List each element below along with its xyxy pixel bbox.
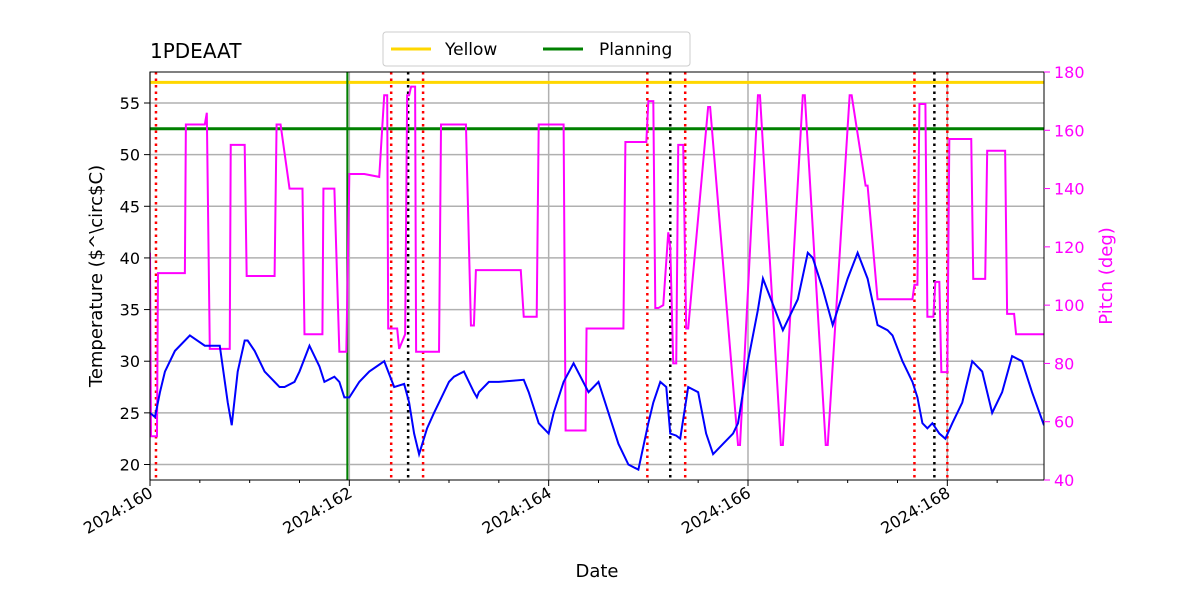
y-tick-label: 50	[120, 146, 140, 165]
y-tick-label: 35	[120, 301, 140, 320]
y2-tick-label: 180	[1054, 63, 1085, 82]
right-axis-label: Pitch (deg)	[1096, 227, 1117, 325]
y2-tick-label: 160	[1054, 121, 1085, 140]
y2-tick-label: 100	[1054, 296, 1085, 315]
y-tick-label: 45	[120, 197, 140, 216]
y2-tick-label: 40	[1054, 471, 1074, 490]
y2-tick-label: 60	[1054, 413, 1074, 432]
y2-tick-label: 80	[1054, 354, 1074, 373]
pitch-series-line	[150, 85, 1044, 447]
y-tick-label: 40	[120, 249, 140, 268]
y-axis-label: Temperature ($^\circ$C)	[86, 165, 107, 388]
left-axis-ticks: 20 25 30 35 40 45 50 55	[120, 94, 150, 475]
limit-lines	[150, 80, 1044, 131]
y-tick-label: 30	[120, 352, 140, 371]
legend-label-yellow: Yellow	[444, 40, 497, 60]
legend-label-planning: Planning	[599, 40, 672, 60]
legend-box	[382, 31, 691, 67]
grid	[149, 72, 1044, 480]
legend: Yellow Planning	[382, 31, 691, 67]
y-tick-label: 55	[120, 94, 140, 113]
temperature-series-line	[150, 249, 1044, 472]
right-axis-ticks: 40 60 80 100 120 140 160 180	[1044, 63, 1085, 490]
y2-tick-label: 140	[1054, 180, 1085, 199]
y-tick-label: 20	[120, 456, 140, 475]
chart-title: 1PDEAAT	[150, 39, 242, 63]
y-tick-label: 25	[120, 404, 140, 423]
y2-tick-label: 120	[1054, 238, 1085, 257]
x-axis-label: Date	[575, 561, 618, 582]
plot-frame	[149, 71, 1045, 481]
